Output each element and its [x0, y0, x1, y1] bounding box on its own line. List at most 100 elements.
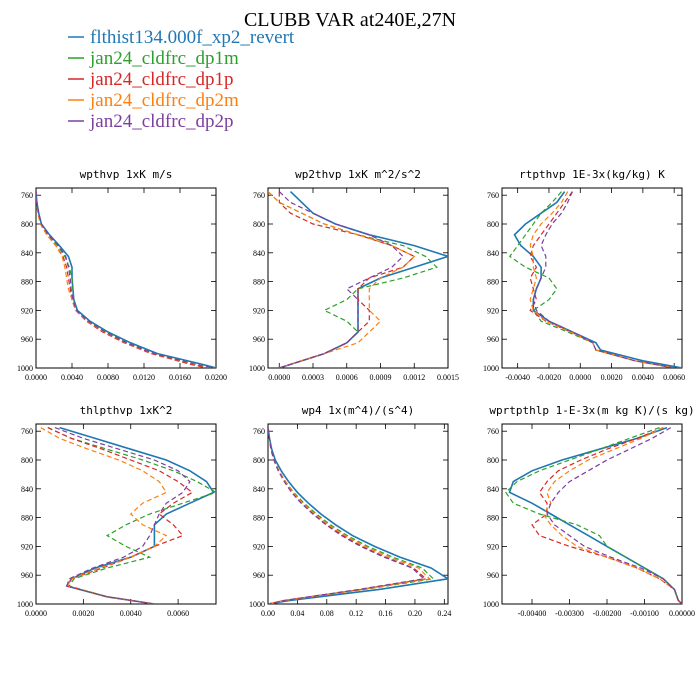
panel-title: wprtpthlp 1-E-3x(m kg K)/(s kg): [489, 404, 694, 417]
y-tick-label: 880: [21, 514, 33, 523]
x-tick-label: 0.20: [408, 609, 422, 618]
series-line: [268, 427, 428, 604]
y-tick-label: 840: [487, 485, 499, 494]
legend-entry: jan24_cldfrc_dp1m: [89, 48, 239, 69]
y-tick-label: 840: [253, 249, 265, 258]
panel-title: wp2thvp 1xK m^2/s^2: [295, 168, 421, 181]
legend-entry: jan24_cldfrc_dp2p: [89, 111, 234, 132]
x-tick-label: 0.0040: [61, 373, 83, 382]
y-tick-label: 920: [21, 306, 33, 315]
y-tick-label: 800: [21, 456, 33, 465]
y-tick-label: 840: [21, 485, 33, 494]
x-tick-label: 0.0200: [205, 373, 227, 382]
x-tick-label: 0.16: [379, 609, 393, 618]
y-tick-label: 920: [487, 306, 499, 315]
plot-frame: [267, 423, 449, 605]
x-tick-label: -0.00300: [555, 609, 584, 618]
plot-frame: [267, 187, 449, 369]
y-tick-label: 960: [487, 335, 499, 344]
series-line: [268, 427, 448, 604]
x-tick-label: 0.12: [349, 609, 363, 618]
series-line: [513, 191, 682, 368]
y-tick-label: 960: [21, 571, 33, 580]
x-tick-label: 0.08: [320, 609, 334, 618]
panel-title: thlpthvp 1xK^2: [80, 404, 173, 417]
series-line: [268, 191, 416, 368]
x-tick-label: 0.0003: [302, 373, 324, 382]
series-line: [59, 426, 215, 604]
y-tick-label: 840: [487, 249, 499, 258]
y-tick-label: 800: [487, 456, 499, 465]
y-tick-label: 840: [21, 249, 33, 258]
series-line: [47, 427, 216, 604]
x-tick-label: 0.0040: [120, 609, 142, 618]
x-tick-label: 0.00000: [669, 609, 695, 618]
series-line: [532, 191, 675, 368]
x-tick-label: 0.0080: [97, 373, 119, 382]
y-tick-label: 960: [487, 571, 499, 580]
x-tick-label: 0.0015: [437, 373, 459, 382]
y-tick-label: 960: [21, 335, 33, 344]
y-tick-label: 880: [487, 514, 499, 523]
x-tick-label: 0.0060: [663, 373, 685, 382]
x-tick-label: 0.0000: [569, 373, 591, 382]
chart-panel: wprtpthlp 1-E-3x(m kg K)/(s kg) 760 800 840…: [483, 404, 695, 618]
y-tick-label: 1000: [249, 364, 265, 373]
x-tick-label: 0.0000: [25, 373, 47, 382]
x-tick-label: 0.0006: [336, 373, 358, 382]
x-tick-label: 0.24: [437, 609, 451, 618]
y-tick-label: 960: [253, 571, 265, 580]
series-line: [268, 427, 435, 604]
series-line: [278, 191, 404, 368]
y-tick-label: 760: [253, 427, 265, 436]
y-tick-label: 760: [253, 191, 265, 200]
x-tick-label: 0.0020: [601, 373, 623, 382]
x-tick-label: 0.0120: [133, 373, 155, 382]
series-line: [36, 191, 216, 368]
series-line: [546, 427, 682, 604]
chart-panel: wp4 1x(m^4)/(s^4)76080084088092096010000…: [249, 404, 451, 618]
series-line: [279, 191, 448, 368]
y-tick-label: 960: [253, 335, 265, 344]
chart-panel: thlpthvp 1xK^276080084088092096010000.00…: [17, 404, 217, 618]
x-tick-label: -0.00400: [518, 609, 547, 618]
y-tick-label: 840: [253, 485, 265, 494]
y-tick-label: 880: [487, 278, 499, 287]
series-line: [542, 427, 682, 604]
y-tick-label: 880: [253, 514, 265, 523]
plot-frame: [35, 423, 217, 605]
x-tick-label: 0.0000: [268, 373, 290, 382]
figure-title: CLUBB VAR at240E,27N: [244, 9, 456, 31]
y-tick-label: 800: [253, 456, 265, 465]
y-tick-label: 1000: [483, 364, 499, 373]
chart-panel: rtpthvp 1E-3x(kg/kg) K 760 800 840 880 920 960…: [483, 168, 685, 382]
x-tick-label: -0.00100: [630, 609, 659, 618]
panel-title: rtpthvp 1E-3x(kg/kg) K: [519, 168, 665, 181]
x-tick-label: -0.0020: [537, 373, 562, 382]
chart-panel: wpthvp 1xK m/s76080084088092096010000.00…: [17, 168, 227, 382]
series-line: [54, 427, 191, 604]
y-tick-label: 800: [253, 220, 265, 229]
chart-panel: wp2thvp 1xK m^2/s^2 760 800 840 880 920 960 100…: [249, 168, 459, 382]
legend-entry: jan24_cldfrc_dp2m: [89, 90, 239, 111]
y-tick-label: 800: [21, 220, 33, 229]
x-tick-label: -0.00200: [593, 609, 622, 618]
y-tick-label: 880: [253, 278, 265, 287]
series-line: [268, 191, 438, 368]
panel-title: wp4 1x(m^4)/(s^4): [302, 404, 415, 417]
y-tick-label: 800: [487, 220, 499, 229]
x-tick-label: 0.0160: [169, 373, 191, 382]
plot-frame: [501, 423, 683, 605]
chart-panels: wpthvp 1xK m/s76080084088092096010000.00…: [17, 168, 695, 618]
series-line: [40, 427, 168, 604]
x-tick-label: 0.00: [261, 609, 275, 618]
series-line: [529, 191, 675, 368]
plot-frame: [35, 187, 217, 369]
y-tick-label: 920: [253, 306, 265, 315]
y-tick-label: 920: [253, 542, 265, 551]
y-tick-label: 1000: [17, 600, 33, 609]
y-tick-label: 760: [487, 191, 499, 200]
y-tick-label: 760: [21, 191, 33, 200]
series-line: [505, 427, 682, 604]
series-line: [268, 427, 431, 604]
